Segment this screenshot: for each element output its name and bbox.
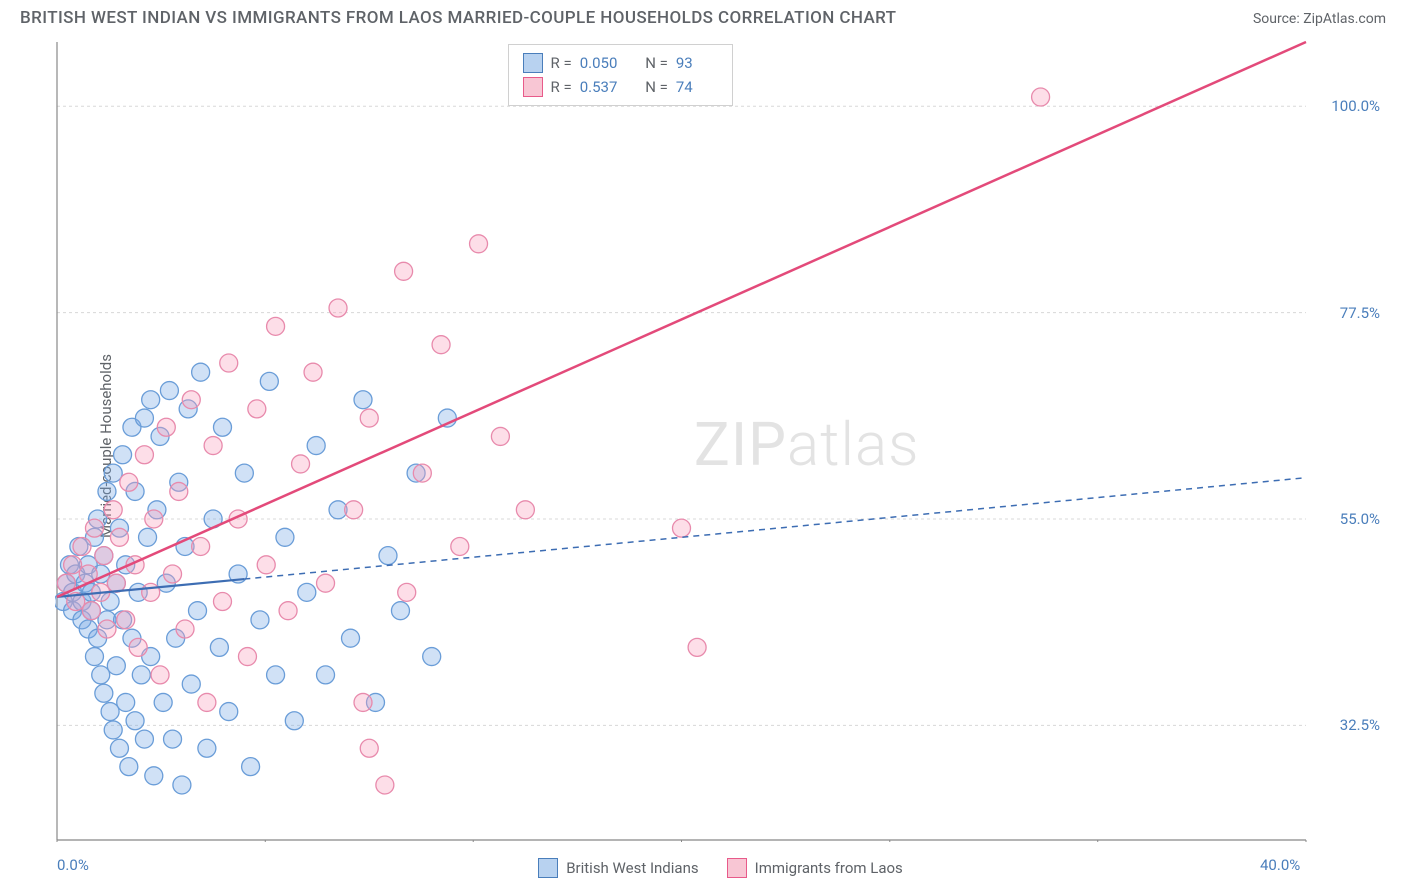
- y-tick: 55.0%: [1340, 510, 1380, 528]
- legend-swatch: [727, 858, 747, 878]
- correlation-legend: R = 0.050 N = 93 R = 0.537 N = 74: [508, 44, 733, 106]
- r-value: 0.050: [580, 51, 622, 75]
- correlation-row: R = 0.050 N = 93: [523, 51, 718, 75]
- r-label: R =: [551, 75, 572, 99]
- n-value: 93: [676, 51, 718, 75]
- legend-item: British West Indians: [538, 858, 698, 878]
- source-credit: Source: ZipAtlas.com: [1253, 11, 1386, 27]
- source-value: ZipAtlas.com: [1303, 11, 1386, 27]
- r-value: 0.537: [580, 75, 622, 99]
- legend-item: Immigrants from Laos: [727, 858, 903, 878]
- y-tick: 32.5%: [1340, 716, 1380, 734]
- r-label: R =: [551, 51, 572, 75]
- legend-label: Immigrants from Laos: [755, 859, 903, 877]
- source-label: Source:: [1253, 11, 1303, 27]
- chart-title: BRITISH WEST INDIAN VS IMMIGRANTS FROM L…: [20, 8, 896, 28]
- legend-swatch: [523, 53, 543, 73]
- plot-area: ZIPatlas R =0.050 N =93R =0.537 N =74 32…: [55, 40, 1386, 842]
- correlation-row: R = 0.537 N = 74: [523, 75, 718, 99]
- legend-swatch: [523, 77, 543, 97]
- series-legend: British West Indians Immigrants from Laos: [55, 858, 1386, 878]
- legend-swatch: [538, 858, 558, 878]
- n-label: N =: [645, 51, 668, 75]
- y-tick: 77.5%: [1340, 304, 1380, 322]
- legend-label: British West Indians: [566, 859, 698, 877]
- n-value: 74: [676, 75, 718, 99]
- y-tick: 100.0%: [1331, 97, 1380, 115]
- n-label: N =: [645, 75, 668, 99]
- scatter-svg: [55, 40, 1386, 842]
- x-axis-row: 0.0%40.0% British West IndiansImmigrants…: [55, 850, 1386, 884]
